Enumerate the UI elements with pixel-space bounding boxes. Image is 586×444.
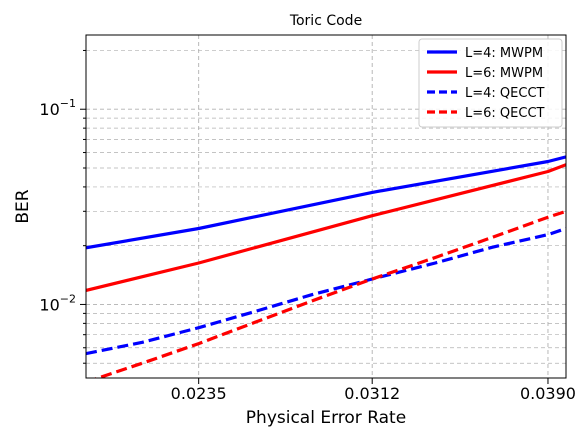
legend: L=4: MWPM L=6: MWPM L=4: QECCT L=6: QECCT <box>418 38 563 128</box>
y-axis-label: BER <box>13 189 33 223</box>
x-axis-label: Physical Error Rate <box>246 408 406 428</box>
ticks: 0.0235 0.0312 0.0390 10−2 10−1 <box>39 49 576 403</box>
y-tick-label: 10−1 <box>39 97 76 119</box>
y-tick-label: 10−2 <box>39 292 76 314</box>
x-tick-label: 0.0390 <box>520 384 576 403</box>
legend-label: L=4: QECCT <box>465 86 545 101</box>
series-line-2 <box>86 163 566 292</box>
legend-label: L=6: MWPM <box>465 66 543 81</box>
series-line-4 <box>93 209 566 378</box>
x-tick-label: 0.0235 <box>171 384 227 403</box>
series-line-3 <box>86 226 566 356</box>
chart-title: Toric Code <box>289 13 362 29</box>
plot-frame <box>85 34 567 379</box>
series-lines <box>86 155 566 378</box>
legend-box <box>418 38 563 128</box>
legend-label: L=6: QECCT <box>465 106 545 121</box>
legend-label: L=4: MWPM <box>465 46 543 61</box>
series-line-1 <box>86 155 566 250</box>
x-tick-label: 0.0312 <box>344 384 400 403</box>
